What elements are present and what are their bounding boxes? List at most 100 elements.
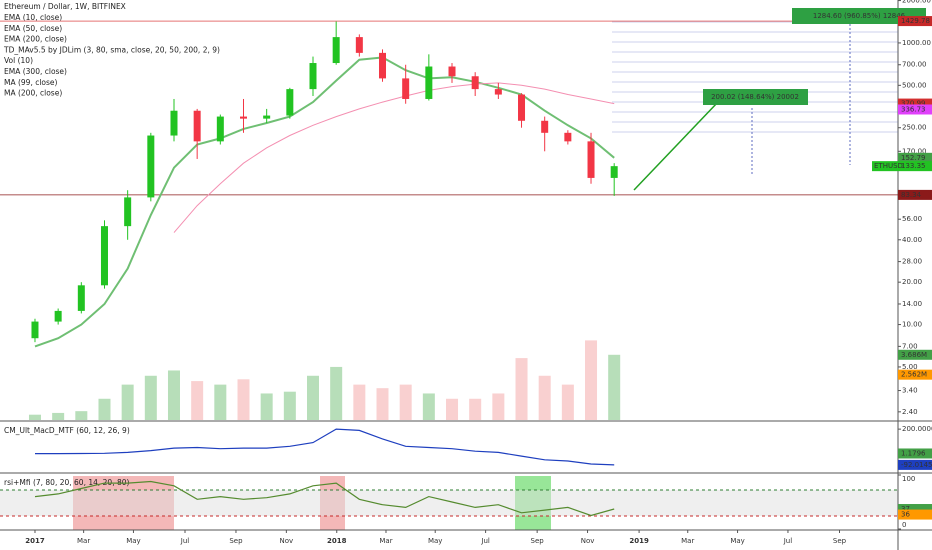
projection-arrow: [633, 101, 719, 191]
volume-bar: [353, 384, 366, 420]
volume-label-box: [898, 349, 932, 360]
macd-line: [35, 428, 615, 466]
volume-bar: [167, 370, 180, 420]
volume-bar: [191, 381, 204, 420]
ma-line: [173, 82, 615, 233]
volume-bar: [538, 375, 551, 420]
rsi-band: [0, 490, 898, 516]
x-tick-label: Sep: [229, 537, 243, 545]
annotation: 200.02 (148.64%) 20002: [711, 93, 799, 101]
volume-label: 2.562M: [901, 371, 927, 379]
price-label: 370.99: [901, 100, 926, 108]
candle-body: [471, 76, 479, 90]
value-label: 36: [901, 511, 910, 519]
volume-bar: [237, 379, 250, 420]
candle-body: [31, 321, 39, 339]
y-tick-label: 7.00: [902, 342, 918, 350]
y-tick-label: 10.00: [902, 321, 922, 329]
y-tick-label: 28.00: [902, 258, 922, 266]
price-label-box: [898, 161, 932, 172]
y-tick-label: 2000.00: [902, 0, 931, 5]
x-tick-label: Nov: [581, 537, 595, 545]
x-tick-label: Nov: [280, 537, 294, 545]
y-tick-label: 5.00: [902, 363, 918, 371]
volume-bar: [376, 388, 389, 420]
indicator-label: Vol (10): [4, 56, 33, 65]
x-tick-label: Mar: [681, 537, 694, 545]
value-label-box: [898, 448, 932, 459]
x-tick-label: Sep: [531, 537, 545, 545]
candle-body: [610, 166, 618, 178]
y-tick-label: 40.00: [902, 236, 922, 244]
x-tick-label: Jul: [783, 537, 793, 545]
volume-bar: [330, 366, 343, 420]
volume-bar: [446, 398, 459, 420]
x-tick-label: Sep: [833, 537, 847, 545]
annotation: 1284.60 (960.85%) 12846: [813, 12, 906, 20]
y-tick-label: 0: [902, 521, 906, 529]
value-label: -92.0145: [901, 461, 932, 469]
value-label: 37: [901, 505, 910, 513]
ma-line: [34, 56, 615, 348]
price-label: 336.73: [901, 106, 926, 114]
value-label-box: [898, 459, 932, 470]
x-tick-label: Mar: [379, 537, 392, 545]
x-tick-label: 2018: [327, 537, 347, 545]
candle-body: [425, 66, 433, 99]
value-label: 1.1796: [901, 449, 926, 457]
candle-body: [587, 141, 595, 178]
candle-body: [286, 89, 294, 116]
x-tick-label: May: [730, 537, 744, 545]
candle-body: [100, 226, 108, 286]
volume-bar: [121, 384, 134, 420]
indicator-label: MA (200, close): [4, 89, 62, 98]
annotation-box: [792, 8, 926, 24]
candle-body: [147, 135, 155, 198]
candle-body: [564, 132, 572, 142]
candle-body: [77, 285, 85, 311]
volume-label: 3.686M: [901, 351, 927, 359]
y-tick-label: 170.00: [902, 147, 927, 155]
price-label-box: [898, 152, 932, 163]
indicator-label: EMA (200, close): [4, 35, 67, 44]
symbol-box: [872, 161, 898, 172]
candle-body: [263, 115, 271, 119]
indicator-label: TD_MAv5.5 by JDLim (3, 80, sma, close, 2…: [3, 45, 220, 54]
y-tick-label: 14.00: [902, 300, 922, 308]
indicator-label: EMA (10, close): [4, 13, 62, 22]
price-label: 152.79: [901, 154, 926, 162]
x-tick-label: Jul: [180, 537, 190, 545]
volume-bar: [469, 398, 482, 420]
volume-bar: [399, 384, 412, 420]
chart-title: Ethereum / Dollar, 1W, BITFINEX: [4, 2, 126, 11]
pane-title: CM_Ult_MacD_MTF (60, 12, 26, 9): [4, 426, 130, 435]
price-label-box: [898, 16, 932, 27]
volume-bar: [52, 412, 65, 420]
volume-bar: [608, 354, 621, 420]
volume-bar: [75, 411, 88, 420]
volume-bar: [585, 340, 598, 420]
y-tick-label: 100: [902, 475, 915, 483]
x-tick-label: May: [428, 537, 442, 545]
volume-bar: [307, 375, 320, 420]
candle-body: [193, 110, 201, 142]
candle-body: [379, 52, 387, 79]
volume-bar: [283, 391, 296, 420]
x-tick-label: Mar: [77, 537, 90, 545]
annotation-box: [703, 89, 808, 105]
candle-body: [239, 116, 247, 119]
symbol-label: ETHUSD: [874, 162, 903, 170]
indicator-label: EMA (50, close): [4, 24, 62, 33]
price-label-box: [898, 104, 932, 115]
y-tick-label: 250.00: [902, 124, 927, 132]
volume-bar: [28, 414, 41, 420]
candle-body: [170, 110, 178, 136]
indicator-label: EMA (300, close): [4, 67, 67, 76]
price-label: 133.35: [901, 162, 926, 170]
volume-bar: [98, 398, 111, 420]
indicator-label: MA (99, close): [4, 78, 58, 87]
price-label: 1429.78: [901, 17, 930, 25]
y-tick-label: 200.0000: [902, 425, 932, 433]
